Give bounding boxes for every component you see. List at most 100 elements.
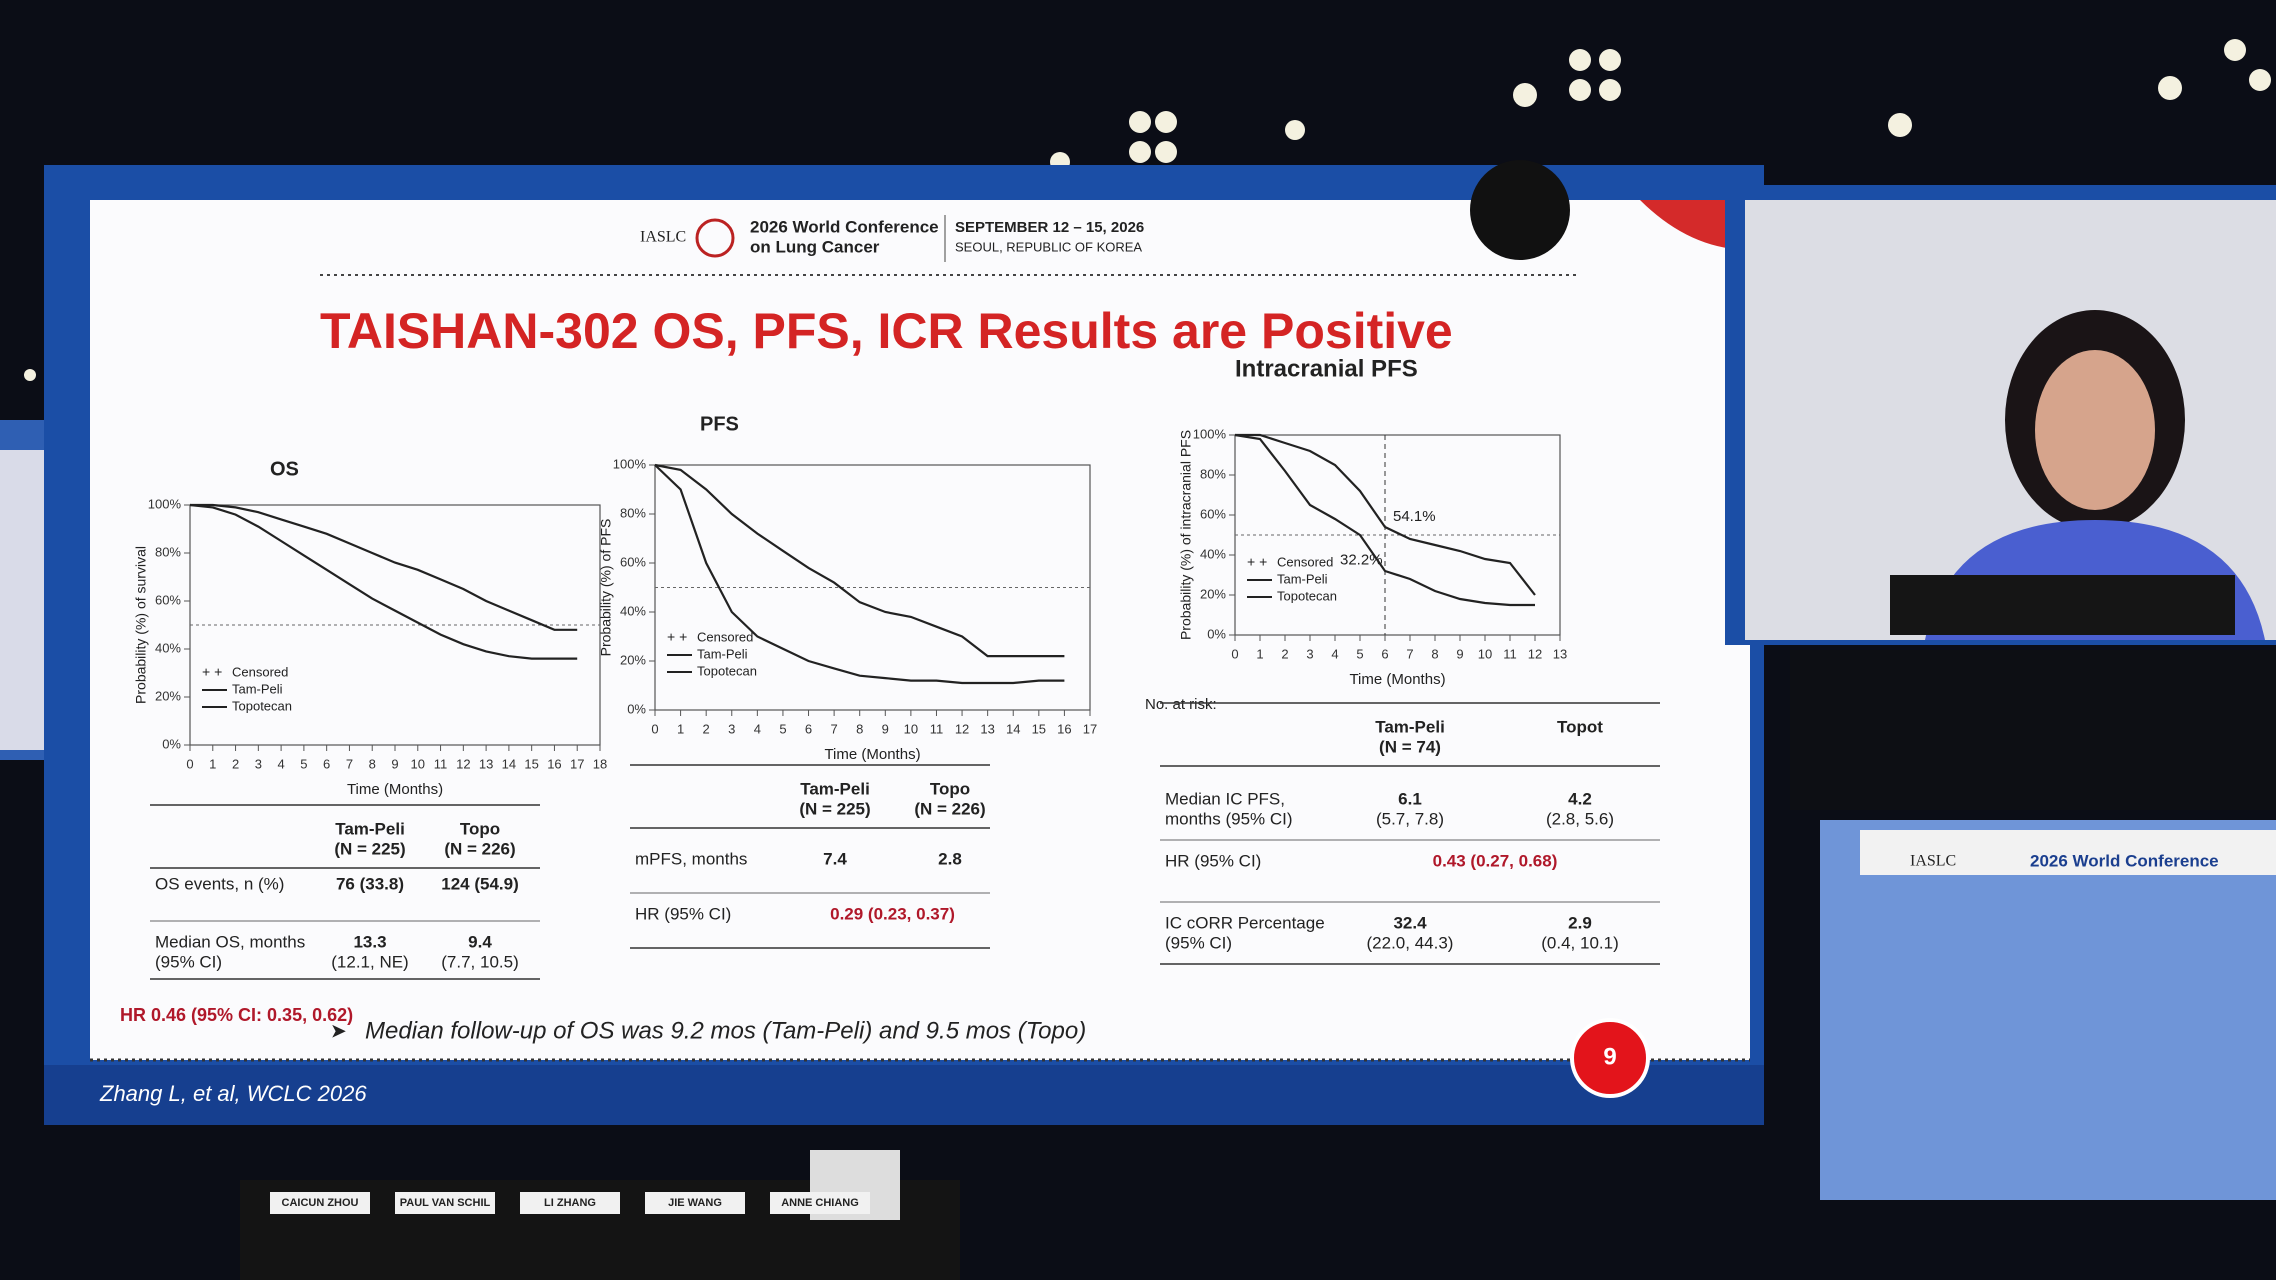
x-tick-label: 6 (323, 756, 330, 771)
y-tick-label: 60% (155, 592, 181, 607)
table-cell: 0.43 (0.27, 0.68) (1433, 851, 1558, 870)
hazard-ratio: HR 0.46 (95% CI: 0.35, 0.62) (120, 1005, 353, 1025)
row-label: mPFS, months (635, 849, 747, 868)
x-tick-label: 1 (209, 756, 216, 771)
header-conference-line2: on Lung Cancer (750, 237, 880, 256)
x-tick-label: 13 (980, 721, 994, 736)
header-conference: 2026 World Conference (750, 217, 939, 236)
table-cell: (12.1, NE) (331, 952, 408, 971)
column-header: Topo (930, 779, 970, 798)
x-tick-label: 3 (255, 756, 262, 771)
x-tick-label: 17 (570, 756, 584, 771)
column-header: Topot (1557, 717, 1603, 736)
table-cell: 6.1 (1398, 789, 1422, 808)
x-tick-label: 7 (1406, 646, 1413, 661)
y-tick-label: 100% (148, 496, 182, 511)
header-logo (695, 218, 735, 258)
slide-title: TAISHAN-302 OS, PFS, ICR Results are Pos… (320, 303, 1453, 359)
right-banner-org: IASLC (1910, 853, 1956, 870)
survival-curve (190, 503, 578, 631)
legend-label: Topotecan (1277, 588, 1337, 603)
y-tick-label: 20% (620, 652, 646, 667)
y-tick-label: 60% (1200, 506, 1226, 521)
y-tick-label: 100% (1193, 426, 1227, 441)
x-tick-label: 12 (456, 756, 470, 771)
name-plates: CAICUN ZHOU PAUL VAN SCHIL LI ZHANG JIE WAN… (270, 1192, 870, 1214)
y-tick-label: 0% (1207, 626, 1226, 641)
row-label: (95% CI) (1165, 933, 1232, 952)
x-tick-label: 0 (186, 756, 193, 771)
x-tick-label: 12 (1528, 646, 1542, 661)
y-tick-label: 0% (162, 736, 181, 751)
table-cell: 4.2 (1568, 789, 1592, 808)
x-tick-label: 8 (369, 756, 376, 771)
name-plate-text: PAUL VAN SCHIL (400, 1197, 491, 1209)
x-tick-label: 10 (1478, 646, 1492, 661)
x-tick-label: 11 (1503, 646, 1517, 661)
table-cell: 32.4 (1393, 913, 1427, 932)
column-header: Tam-Peli (335, 819, 405, 838)
column-header: (N = 225) (334, 839, 405, 858)
legend-label: Topotecan (232, 698, 292, 713)
legend-label: Tam-Peli (697, 646, 748, 661)
x-tick-label: 4 (754, 721, 761, 736)
x-tick-label: 8 (856, 721, 863, 736)
x-axis-label: Time (Months) (347, 781, 443, 798)
x-tick-label: 8 (1431, 646, 1438, 661)
y-axis-label: Probability (%) of PFS (598, 519, 614, 657)
column-header: (N = 225) (799, 799, 870, 818)
citation: Zhang L, et al, WCLC 2026 (99, 1081, 367, 1106)
legend-label: Censored (697, 629, 753, 644)
row-label: IC cORR Percentage (1165, 913, 1325, 932)
x-tick-label: 16 (547, 756, 561, 771)
column-header: Topo (460, 819, 500, 838)
annotation: 32.2% (1340, 552, 1383, 569)
table-cell: (7.7, 10.5) (441, 952, 519, 971)
table-cell: 9.4 (468, 932, 492, 951)
legend-censor-glyph: + + (1247, 554, 1267, 570)
row-label: Median IC PFS, (1165, 789, 1285, 808)
name-plate-text: ANNE CHIANG (781, 1197, 859, 1209)
x-tick-label: 14 (502, 756, 516, 771)
x-tick-label: 6 (1381, 646, 1388, 661)
x-tick-label: 17 (1083, 721, 1097, 736)
slide (90, 200, 1750, 1060)
header-dates: SEPTEMBER 12 – 15, 2026 (955, 219, 1144, 236)
page-badge (1570, 1018, 1650, 1098)
table-cell: 124 (54.9) (441, 874, 519, 893)
right-dark-gap (1790, 650, 2276, 810)
risk-label: No. at risk: (1145, 696, 1217, 713)
x-tick-label: 5 (1356, 646, 1363, 661)
y-tick-label: 40% (620, 603, 646, 618)
x-tick-label: 7 (346, 756, 353, 771)
x-tick-label: 0 (651, 721, 658, 736)
y-tick-label: 0% (627, 701, 646, 716)
x-tick-label: 6 (805, 721, 812, 736)
annotation: 54.1% (1393, 508, 1436, 525)
legend-label: Tam-Peli (1277, 571, 1328, 586)
x-tick-label: 2 (232, 756, 239, 771)
table-cell: 13.3 (353, 932, 386, 951)
legend-label: Tam-Peli (232, 681, 283, 696)
panel-title: PFS (700, 413, 739, 435)
corner-shape (1640, 200, 1750, 250)
y-tick-label: 80% (1200, 466, 1226, 481)
x-tick-label: 13 (479, 756, 493, 771)
x-tick-label: 7 (831, 721, 838, 736)
page-number: 9 (1603, 1043, 1616, 1070)
name-plate (520, 1192, 620, 1214)
right-lower-screen (1820, 820, 2276, 1200)
podium (1890, 575, 2235, 635)
charts: OS0%20%40%60%80%100%0 1 2 3 4 5 6 7 8 9 10 11 12 13 14… (120, 355, 1660, 1025)
x-tick-label: 9 (882, 721, 889, 736)
legend-label: Topotecan (697, 663, 757, 678)
x-tick-label: 15 (524, 756, 538, 771)
x-tick-label: 15 (1032, 721, 1046, 736)
x-tick-label: 12 (955, 721, 969, 736)
table-cell: 76 (33.8) (336, 874, 404, 893)
survival-curve (654, 464, 1065, 685)
x-tick-label: 9 (391, 756, 398, 771)
x-tick-label: 9 (1456, 646, 1463, 661)
x-tick-label: 5 (300, 756, 307, 771)
y-tick-label: 20% (1200, 586, 1226, 601)
